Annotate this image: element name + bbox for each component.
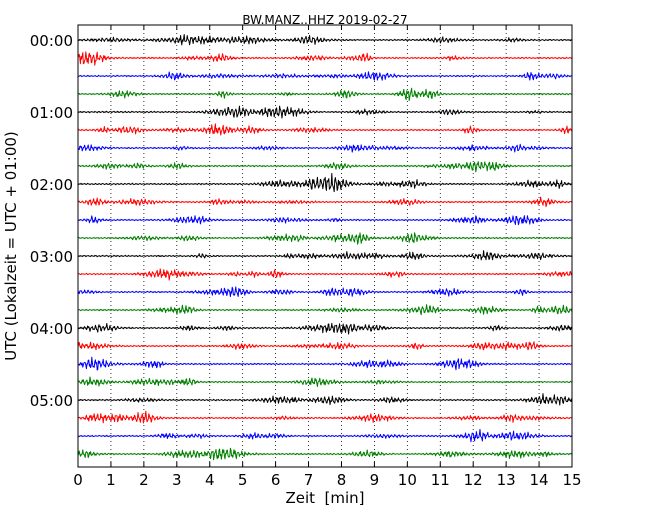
chart-title: BW.MANZ..HHZ 2019-02-27: [242, 13, 407, 27]
trace-row-11: [77, 232, 572, 245]
x-tick-label: 13: [497, 471, 516, 489]
x-tick-label: 10: [398, 471, 417, 489]
trace-row-22: [77, 428, 573, 443]
trace-row-0: [77, 34, 573, 46]
trace-row-16: [77, 322, 573, 335]
x-tick-label: 12: [464, 471, 483, 489]
trace-row-3: [77, 87, 572, 102]
y-tick-label: 04:00: [30, 320, 73, 338]
x-tick-label: 15: [562, 471, 581, 489]
trace-row-13: [77, 268, 573, 281]
x-tick-label: 8: [337, 471, 347, 489]
trace-row-15: [77, 304, 573, 316]
x-tick-label: 0: [73, 471, 83, 489]
trace-row-6: [77, 143, 573, 153]
trace-row-4: [77, 105, 573, 119]
trace-row-21: [77, 410, 572, 424]
vertical-grid: [110, 25, 540, 467]
y-axis-label: UTC (Lokalzeit = UTC + 01:00): [2, 131, 20, 361]
x-tick-label: 6: [271, 471, 281, 489]
y-axis: 00:00 01:00 02:00 03:00 04:00 05:00: [30, 32, 572, 410]
x-tick-label: 1: [106, 471, 116, 489]
x-tick-label: 7: [304, 471, 314, 489]
y-tick-label: 01:00: [30, 104, 73, 122]
trace-row-2: [77, 71, 572, 81]
trace-row-23: [77, 447, 573, 461]
x-tick-label: 9: [370, 471, 380, 489]
x-tick-label: 2: [139, 471, 149, 489]
y-tick-label: 02:00: [30, 176, 73, 194]
trace-group: [77, 34, 573, 461]
x-tick-label: 11: [431, 471, 450, 489]
y-tick-label: 03:00: [30, 248, 73, 266]
y-tick-label: 00:00: [30, 32, 73, 50]
trace-row-10: [77, 215, 572, 226]
x-tick-label: 5: [238, 471, 248, 489]
trace-row-19: [77, 376, 572, 387]
x-tick-label: 4: [205, 471, 215, 489]
x-tick-label: 3: [172, 471, 182, 489]
trace-row-8: [77, 172, 572, 193]
trace-row-20: [77, 393, 573, 406]
trace-row-12: [77, 250, 573, 261]
y-tick-label: 05:00: [30, 392, 73, 410]
trace-row-17: [77, 341, 573, 351]
trace-row-14: [77, 286, 573, 298]
x-tick-label: 14: [530, 471, 549, 489]
plot-frame: [77, 24, 573, 468]
x-axis-label: Zeit [min]: [285, 489, 364, 507]
trace-row-5: [77, 123, 573, 136]
trace-row-18: [77, 356, 573, 371]
x-axis: 0 1 2 3 4 5 6 7 8 9 10 11 12 13 14 15: [73, 25, 582, 489]
trace-row-1: [77, 51, 573, 66]
trace-row-9: [77, 196, 573, 208]
trace-row-7: [77, 161, 573, 173]
